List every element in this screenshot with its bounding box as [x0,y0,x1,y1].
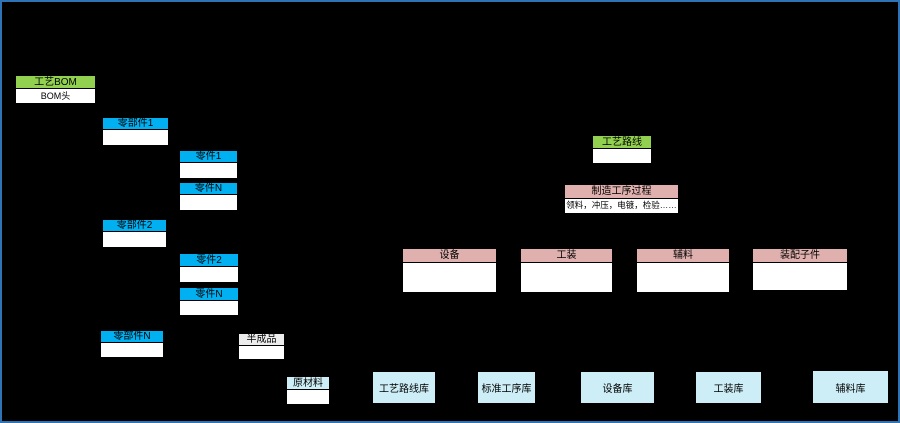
node-semi-finished: 半成品 [238,333,285,360]
library-tooling: 工装库 [695,371,762,404]
node-assembly-subpart-body [752,263,848,291]
node-equipment: 设备 [402,248,497,293]
node-part2-body [179,267,239,283]
node-componentN-body [100,343,164,358]
node-process-bom-body: BOM头 [15,89,96,104]
node-tooling-body [520,263,613,293]
node-auxiliary-material-body [636,263,730,293]
node-component2-body [102,232,167,248]
node-equipment-body [402,263,497,293]
node-auxiliary-material-header: 辅料 [636,248,730,263]
node-raw-material: 原材料 [286,376,330,405]
library-auxiliary: 辅料库 [812,370,889,404]
node-componentN: 零部件N [100,330,164,358]
node-auxiliary-material: 辅料 [636,248,730,293]
node-process-route-header: 工艺路线 [592,135,652,149]
node-manufacturing-process-body: 领料，冲压，电镀，检验…… [564,199,679,214]
node-component2-header: 零部件2 [102,219,167,232]
node-manufacturing-process: 制造工序过程 领料，冲压，电镀，检验…… [564,184,679,214]
node-semi-finished-header: 半成品 [238,333,285,346]
node-raw-material-header: 原材料 [286,376,330,390]
node-assembly-subpart: 装配子件 [752,248,848,291]
node-raw-material-body [286,390,330,405]
node-component1-body [102,130,169,146]
node-component2: 零部件2 [102,219,167,248]
node-part2: 零件2 [179,253,239,283]
node-part2-header: 零件2 [179,253,239,267]
node-part1: 零件1 [179,150,238,179]
node-tooling: 工装 [520,248,613,293]
node-semi-finished-body [238,346,285,360]
node-process-route: 工艺路线 [592,135,652,164]
node-part1-body [179,163,238,179]
node-manufacturing-process-header: 制造工序过程 [564,184,679,199]
node-part1n: 零件N [179,182,238,211]
node-component1: 零部件1 [102,117,169,146]
library-process-route: 工艺路线库 [372,371,436,404]
node-part2n-header: 零件N [179,287,239,301]
node-part1n-body [179,195,238,211]
node-process-bom-header: 工艺BOM [15,75,96,89]
node-process-bom: 工艺BOM BOM头 [15,75,96,104]
node-equipment-header: 设备 [402,248,497,263]
node-process-route-body [592,149,652,164]
node-part1n-header: 零件N [179,182,238,195]
library-standard-process: 标准工序库 [477,371,536,404]
node-part2n: 零件N [179,287,239,316]
node-part2n-body [179,301,239,316]
node-component1-header: 零部件1 [102,117,169,130]
library-equipment: 设备库 [580,371,655,404]
node-tooling-header: 工装 [520,248,613,263]
node-part1-header: 零件1 [179,150,238,163]
node-componentN-header: 零部件N [100,330,164,343]
node-assembly-subpart-header: 装配子件 [752,248,848,263]
